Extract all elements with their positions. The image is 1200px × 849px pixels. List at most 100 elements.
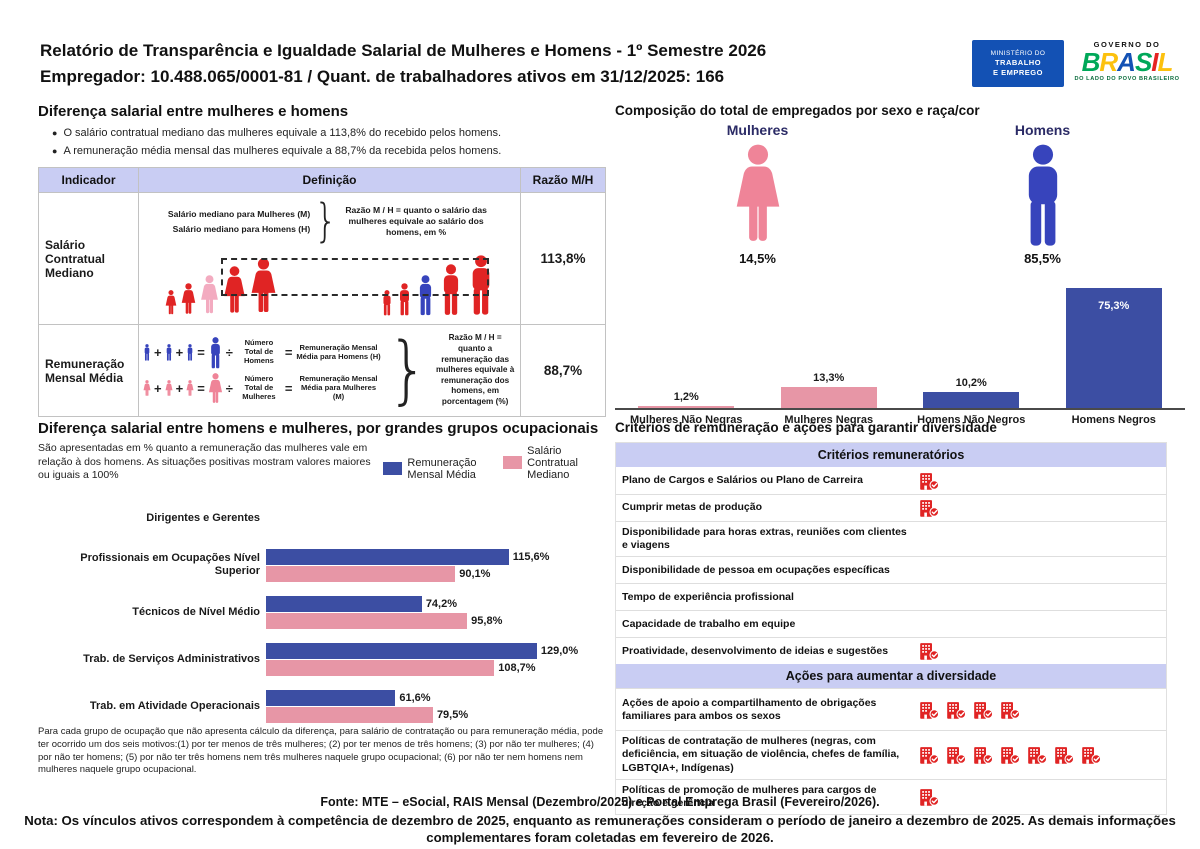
col-header-definicao: Definição	[138, 167, 521, 193]
company-check-icon	[1080, 746, 1101, 764]
company-check-icon	[1053, 746, 1074, 764]
criteria-row: Cumprir metas de produção	[616, 494, 1166, 521]
action-icons	[918, 744, 1166, 766]
category-label: Mulheres Não Negras	[630, 414, 743, 426]
bar-column: 13,3%	[758, 372, 901, 408]
men-percentage: 85,5%	[1024, 251, 1061, 266]
criteria-row: Disponibilidade para horas extras, reuni…	[616, 521, 1166, 556]
bar	[266, 689, 396, 706]
bar-column: 10,2%	[900, 377, 1043, 408]
salary-diff-section: Diferença salarial entre mulheres e home…	[38, 103, 608, 417]
composition-figures: Mulheres 14,5% Homens 85,5%	[615, 122, 1185, 266]
gov-logo-brasil-wordmark: BRASIL	[1081, 47, 1174, 77]
bar	[266, 595, 422, 612]
action-row: Ações de apoio a compartilhamento de obr…	[616, 688, 1166, 730]
criteria-icons	[918, 595, 1166, 599]
bar-value-label: 10,2%	[955, 376, 987, 389]
criteria-icons	[918, 470, 1166, 492]
note-line: Nota: Os vínculos ativos correspondem à …	[24, 813, 1176, 846]
report-header: Relatório de Transparência e Igualdade S…	[40, 38, 940, 89]
group-label: Trab. de Serviços Administrativos	[83, 652, 260, 665]
company-check-icon	[918, 746, 939, 764]
category-label: Homens Negros	[1071, 414, 1156, 426]
bar-value-label: 13,3%	[813, 371, 845, 384]
brace-glyph: }	[387, 327, 429, 414]
definition-cell: + + = ÷ Número Total de Homens = Remuner…	[138, 324, 521, 417]
composition-title: Composição do total de empregados por se…	[615, 103, 980, 118]
definition-cell: Salário mediano para Mulheres (M) Salári…	[138, 192, 521, 325]
criteria-row: Proatividade, desenvolvimento de ideias …	[616, 637, 1166, 664]
female-icon	[165, 290, 177, 316]
bar	[266, 612, 468, 629]
median-people-diagram	[143, 252, 516, 316]
report-subtitle: Empregador: 10.488.065/0001-81 / Quant. …	[40, 66, 725, 86]
col-header-razao: Razão M/H	[520, 167, 606, 193]
chart-row: Técnicos de Nível Médio 74,2% 95,8%	[38, 589, 608, 636]
ministry-logo-line3: E EMPREGO	[993, 68, 1043, 77]
indicator-name: Remuneração Mensal Média	[38, 324, 139, 417]
legend-swatch-pink	[502, 456, 523, 470]
occupational-section: Diferença salarial entre homens e mulher…	[38, 420, 608, 730]
bar-column: 75,3%	[1043, 287, 1186, 408]
action-icons	[918, 699, 1166, 721]
criteria-row: Capacidade de trabalho em equipe	[616, 610, 1166, 637]
race-composition-bar-chart: 1,2% 13,3% 10,2% 75,3%	[615, 280, 1185, 410]
diversity-section: Critérios de remuneração e ações para ga…	[615, 420, 1167, 815]
indicator-table-header-row: Indicador Definição Razão M/H	[38, 167, 606, 193]
legend-swatch-blue	[383, 462, 403, 476]
brace-glyph: }	[314, 195, 338, 248]
female-icon	[165, 380, 173, 397]
indicator-table: Indicador Definição Razão M/H Salário Co…	[38, 167, 606, 417]
salary-diff-title: Diferença salarial entre mulheres e home…	[38, 103, 349, 120]
company-check-icon	[945, 701, 966, 719]
criteria-icons	[918, 537, 1166, 541]
ministry-logo-line1: MINISTÉRIO DO	[990, 50, 1046, 57]
bar	[266, 565, 456, 582]
company-check-icon	[1026, 746, 1047, 764]
diversity-table: Critérios remuneratórios Plano de Cargos…	[615, 442, 1167, 815]
bar	[266, 659, 495, 676]
legend-item-pink: Salário Contratual Mediano	[502, 445, 608, 481]
bar	[1065, 287, 1162, 408]
criteria-icons	[918, 497, 1166, 519]
female-icon	[181, 283, 196, 316]
men-average-equation: + + = ÷ Número Total de Homens = Remuner…	[143, 337, 382, 369]
gov-logo-top-text: GOVERNO DO	[1093, 40, 1161, 49]
group-label: Técnicos de Nível Médio	[132, 605, 260, 618]
col-header-indicador: Indicador	[38, 167, 139, 193]
women-label: Mulheres	[726, 122, 789, 138]
male-icon-large	[1014, 144, 1072, 248]
men-figure-block: Homens 85,5%	[900, 122, 1185, 266]
criteria-header: Critérios remuneratórios	[616, 443, 1166, 467]
table-row-salario-mediano: Salário Contratual Mediano Salário media…	[38, 192, 606, 325]
female-icon-large	[208, 373, 223, 405]
bar	[780, 386, 877, 408]
criteria-icons	[918, 622, 1166, 626]
bar	[266, 706, 433, 723]
diversity-title: Critérios de remuneração e ações para ga…	[615, 420, 997, 435]
bar	[638, 406, 735, 408]
bullet-median-salary: ● O salário contratual mediano das mulher…	[52, 127, 502, 139]
criteria-icons	[918, 568, 1166, 572]
company-check-icon	[972, 701, 993, 719]
gov-logo-tagline: DO LADO DO POVO BRASILEIRO	[1074, 76, 1180, 82]
bullet-icon: ●	[52, 128, 58, 138]
male-icon	[186, 344, 194, 361]
women-percentage: 14,5%	[739, 251, 776, 266]
ministry-logo-line2: TRABALHO	[994, 58, 1042, 67]
median-ratio-note: Razão M / H = quanto o salário das mulhe…	[345, 205, 487, 237]
group-label: Dirigentes e Gerentes	[146, 511, 260, 524]
mean-ratio-note: Razão M / H = quanto a remuneração das m…	[435, 333, 515, 407]
criteria-row: Disponibilidade de pessoa em ocupações e…	[616, 556, 1166, 583]
company-check-icon	[945, 746, 966, 764]
chart-row: Dirigentes e Gerentes	[38, 495, 608, 542]
composition-section: Composição do total de empregados por se…	[615, 103, 1185, 426]
chart-row: Profissionais em Ocupações Nível Superio…	[38, 542, 608, 589]
company-check-icon	[918, 701, 939, 719]
group-label: Profissionais em Ocupações Nível Superio…	[80, 552, 260, 578]
company-check-icon	[972, 746, 993, 764]
female-icon	[186, 380, 194, 397]
criteria-icons	[918, 640, 1166, 662]
company-check-icon	[999, 746, 1020, 764]
chart-row: Trab. em Atividade Operacionais 61,6% 79…	[38, 683, 608, 730]
